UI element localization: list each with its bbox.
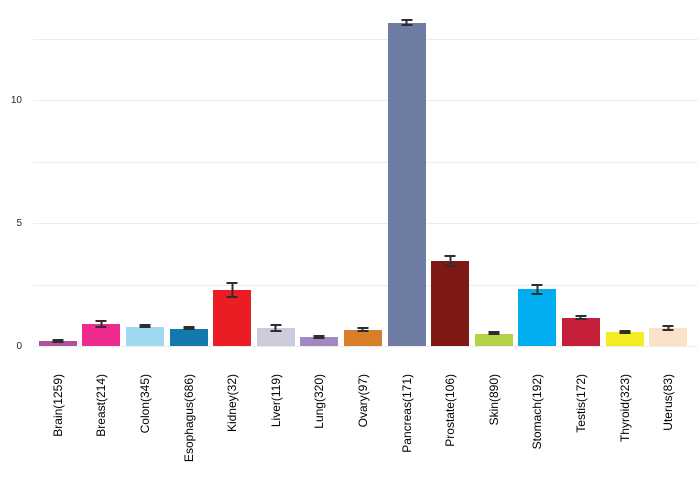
bar-slot-breast (80, 9, 124, 346)
x-axis-tick-labels: Brain(1259) Breast(214) Colon(345) Esophagu… (36, 374, 690, 480)
error-bar-pancreas (401, 18, 413, 27)
error-bar-brain (52, 338, 64, 343)
gridline-y0 (33, 346, 698, 347)
bar-slot-ovary (341, 9, 385, 346)
x-tick-label-liver: Liver(119) (268, 374, 283, 428)
x-tick-label-pancreas: Pancreas(171) (399, 374, 414, 453)
error-bar-esophagus (183, 326, 195, 331)
error-bar-skin (488, 331, 500, 336)
error-bar-breast (95, 320, 107, 328)
bar-slot-stomach (516, 9, 560, 346)
error-bar-kidney (226, 282, 238, 298)
bar-skin (474, 333, 513, 346)
bar-slot-skin (472, 9, 516, 346)
error-bar-thyroid (619, 330, 631, 335)
bar-slot-uterus (646, 9, 690, 346)
error-bar-liver (270, 323, 282, 333)
x-tick-label-esophagus: Esophagus(686) (181, 374, 196, 463)
bar-uterus (649, 328, 688, 346)
bar-kidney (213, 289, 252, 346)
x-tick-label-breast: Breast(214) (94, 374, 109, 437)
x-tick-label-uterus: Uterus(83) (661, 374, 676, 431)
x-tick-label-prostate: Prostate(106) (443, 374, 458, 447)
error-bar-uterus (662, 325, 674, 332)
bar-colon (125, 326, 164, 346)
x-tick-label-testis: Testis(172) (574, 374, 588, 433)
bar-ovary (343, 329, 382, 346)
bar-thyroid (605, 332, 644, 346)
bar-slot-esophagus (167, 9, 211, 346)
x-tick-label-kidney: Kidney(32) (225, 374, 240, 433)
error-bar-testis (575, 315, 587, 321)
bar-slot-prostate (428, 9, 472, 346)
x-tick-label-brain: Brain(1259) (50, 374, 65, 437)
x-tick-label-colon: Colon(345) (138, 374, 152, 434)
x-tick-label-lung: Lung(320) (312, 374, 327, 429)
bar-esophagus (169, 328, 208, 346)
error-bar-stomach (531, 284, 543, 295)
bar-slot-colon (123, 9, 167, 346)
bar-lung (300, 337, 339, 346)
error-bar-prostate (444, 255, 456, 267)
y-tick-label-5: 5 (16, 217, 22, 229)
bar-stomach (518, 289, 557, 346)
bar-breast (82, 323, 121, 346)
bars-plot-area (36, 9, 690, 346)
x-tick-label-skin: Skin(890) (486, 374, 501, 426)
error-bar-colon (139, 324, 151, 329)
bar-prostate (431, 260, 470, 346)
x-tick-label-thyroid: Thyroid(323) (617, 374, 632, 443)
bar-pancreas (387, 22, 426, 346)
y-axis-tick-labels: 0 5 10 (0, 0, 24, 480)
error-bar-lung (313, 335, 325, 340)
bar-slot-lung (298, 9, 342, 346)
bar-slot-pancreas (385, 9, 429, 346)
bar-slot-kidney (210, 9, 254, 346)
bar-slot-thyroid (603, 9, 647, 346)
error-bar-ovary (357, 326, 369, 333)
bar-testis (561, 317, 600, 346)
x-tick-label-ovary: Ovary(97) (356, 374, 370, 428)
bar-slot-liver (254, 9, 298, 346)
bar-liver (256, 328, 295, 346)
bar-brain (38, 340, 77, 346)
y-tick-label-10: 10 (10, 94, 22, 106)
y-tick-label-0: 0 (16, 340, 22, 352)
x-tick-label-stomach: Stomach(192) (530, 374, 545, 450)
bar-slot-testis (559, 9, 603, 346)
bar-slot-brain (36, 9, 80, 346)
